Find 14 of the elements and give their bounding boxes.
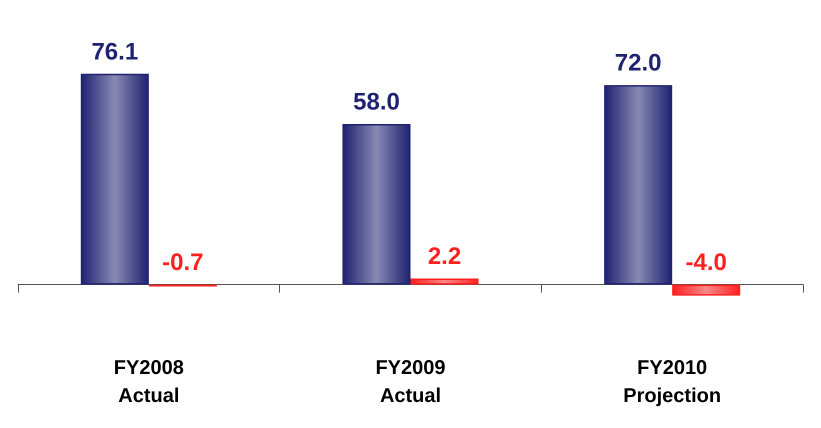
x-tick-label: FY2009 Actual [375, 357, 446, 407]
bar [604, 85, 672, 285]
data-label: -0.7 [162, 249, 204, 276]
x-tick-label: FY2008 Actual [114, 357, 184, 407]
data-label: 76.1 [91, 38, 138, 66]
bar [410, 278, 479, 285]
data-label: -4.0 [686, 249, 727, 276]
bar [672, 284, 740, 296]
bar [80, 74, 149, 285]
data-label: 72.0 [614, 50, 662, 77]
bar [342, 124, 410, 285]
data-label: 58.0 [353, 88, 400, 116]
x-tick-label: FY2010 Projection [623, 357, 722, 407]
data-label: 2.2 [428, 243, 462, 270]
